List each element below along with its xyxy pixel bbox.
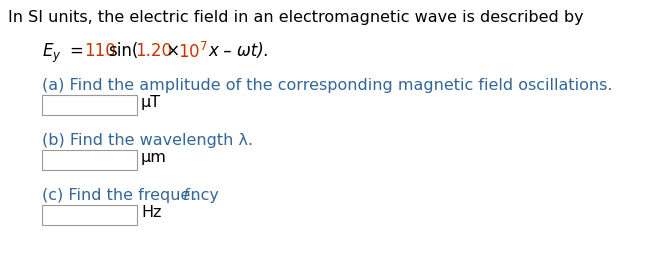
Text: .: .	[191, 188, 196, 203]
Text: =: =	[70, 42, 89, 60]
FancyBboxPatch shape	[42, 150, 137, 170]
Text: ×: ×	[161, 42, 186, 60]
FancyBboxPatch shape	[42, 205, 137, 225]
Text: 1.20: 1.20	[135, 42, 172, 60]
Text: $10^7$: $10^7$	[178, 42, 208, 62]
Text: In SI units, the electric field in an electromagnetic wave is described by: In SI units, the electric field in an el…	[8, 10, 584, 25]
Text: f: f	[183, 188, 189, 203]
FancyBboxPatch shape	[42, 95, 137, 115]
Text: x: x	[208, 42, 218, 60]
Text: μT: μT	[141, 95, 161, 110]
Text: (b) Find the wavelength λ.: (b) Find the wavelength λ.	[42, 133, 253, 148]
Text: Hz: Hz	[141, 205, 161, 220]
Text: $E_y$: $E_y$	[42, 42, 61, 65]
Text: μm: μm	[141, 150, 167, 165]
Text: 110: 110	[84, 42, 116, 60]
Text: (a) Find the amplitude of the corresponding magnetic field oscillations.: (a) Find the amplitude of the correspond…	[42, 78, 613, 93]
Text: – ωt).: – ωt).	[218, 42, 269, 60]
Text: sin(: sin(	[108, 42, 138, 60]
Text: (c) Find the frequency: (c) Find the frequency	[42, 188, 224, 203]
